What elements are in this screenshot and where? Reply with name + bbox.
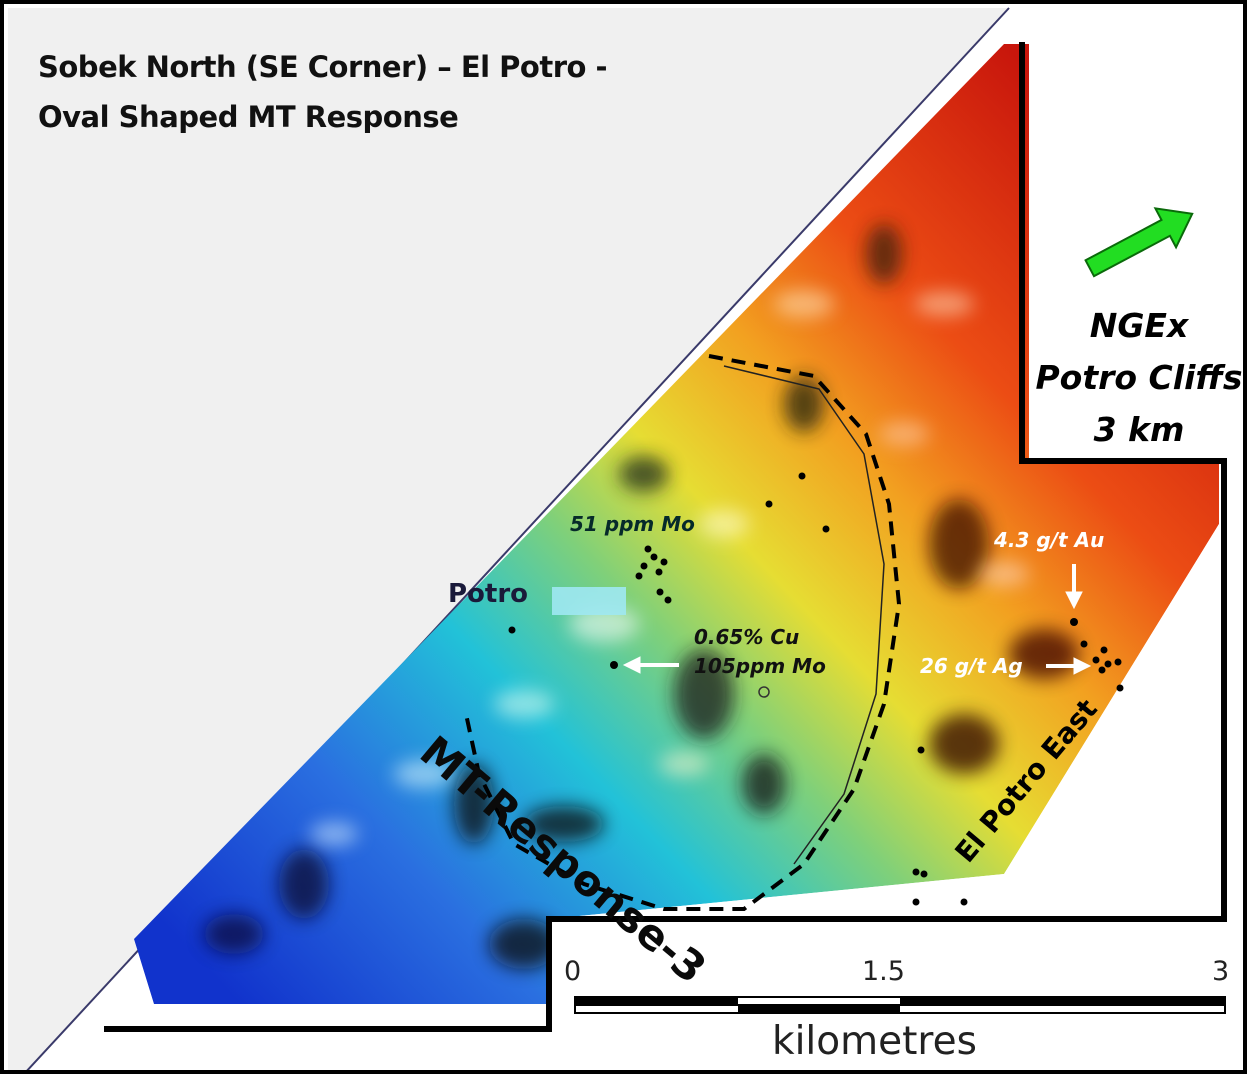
outside-area <box>8 8 1009 1070</box>
map-title: Sobek North (SE Corner) – El Potro - Ova… <box>38 42 608 142</box>
scale-bar-graphic <box>574 996 1226 1014</box>
scale-tick-0: 0 <box>564 956 582 987</box>
inset-area <box>549 524 1219 919</box>
annotation-arrows <box>622 564 1092 675</box>
annotation-cu: 0.65% Cu <box>694 625 800 649</box>
title-line-2: Oval Shaped MT Response <box>38 100 459 134</box>
direction-label: NGEx Potro Cliffs 3 km <box>1034 300 1243 456</box>
potro-label-mask <box>552 587 626 615</box>
scale-tick-mid: 1.5 <box>862 956 905 987</box>
annotation-ag: 26 g/t Ag <box>920 654 1023 678</box>
direction-label-line-3: 3 km <box>1093 410 1185 449</box>
mt-response-map <box>8 7 1227 1070</box>
annotation-cu-mo: 0.65% Cu 105ppm Mo <box>694 623 826 681</box>
mt-response-outline <box>464 354 902 911</box>
scale-tick-max: 3 <box>1212 956 1230 987</box>
annotation-au: 4.3 g/t Au <box>994 528 1105 552</box>
label-potro: Potro <box>448 579 529 609</box>
scale-unit-label: kilometres <box>772 1019 977 1064</box>
annotation-mo-105: 105ppm Mo <box>694 654 826 678</box>
annotation-mo-51: 51 ppm Mo <box>570 512 695 536</box>
map-marker <box>758 686 770 698</box>
direction-label-line-1: NGEx <box>1089 306 1189 345</box>
mt-response-inner-line <box>723 365 885 865</box>
title-line-1: Sobek North (SE Corner) – El Potro - <box>38 50 608 84</box>
direction-label-line-2: Potro Cliffs <box>1035 358 1243 397</box>
map-boundary-outline <box>104 42 1227 1032</box>
green-direction-arrow-icon <box>1084 207 1194 278</box>
sample-points <box>508 472 1124 906</box>
